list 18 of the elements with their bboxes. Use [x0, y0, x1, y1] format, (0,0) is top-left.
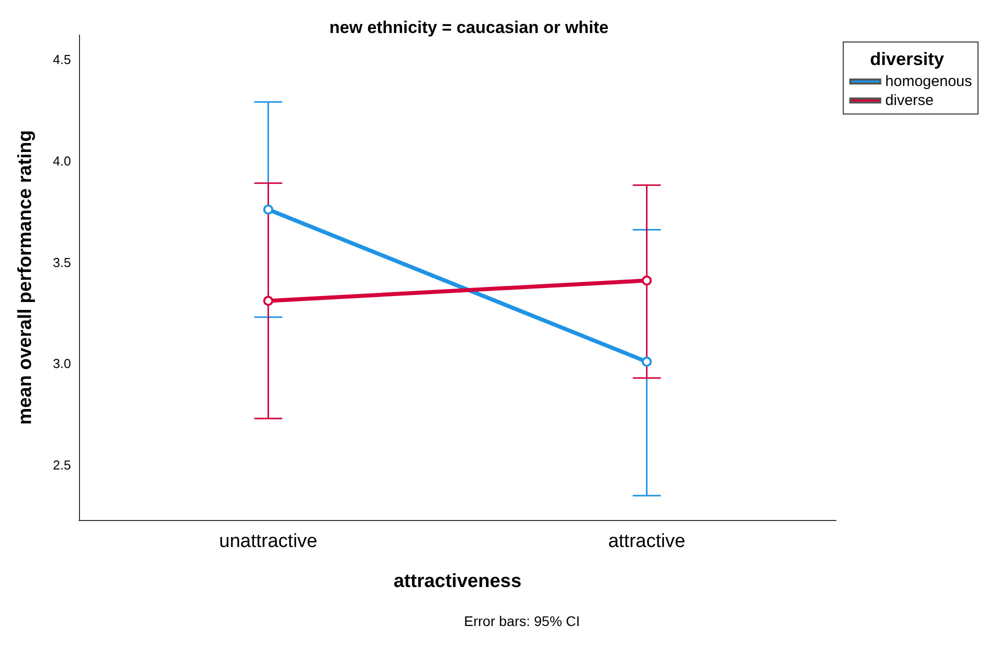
- chart-title: new ethnicity = caucasian or white: [329, 18, 609, 37]
- x-tick-label: unattractive: [219, 531, 318, 552]
- y-axis-title: mean overall performance rating: [15, 130, 36, 425]
- point: [642, 276, 652, 286]
- x-tick-label: attractive: [608, 531, 686, 552]
- point: [263, 296, 274, 306]
- y-tick-label: 2.5: [52, 458, 71, 473]
- x-axis-title: attractiveness: [394, 571, 522, 592]
- point: [263, 204, 274, 215]
- legend-title: diversity: [870, 49, 944, 69]
- y-tick-label: 4.0: [52, 153, 71, 168]
- text: Error bars: 95% CI: [464, 613, 580, 629]
- y-tick-label: 4.5: [52, 52, 71, 67]
- legend-label: diverse: [885, 92, 934, 109]
- point: [642, 356, 652, 367]
- legend-label: homogenous: [885, 73, 972, 90]
- y-tick-label: 3.5: [52, 254, 71, 270]
- y-tick-label: 3.0: [52, 356, 71, 372]
